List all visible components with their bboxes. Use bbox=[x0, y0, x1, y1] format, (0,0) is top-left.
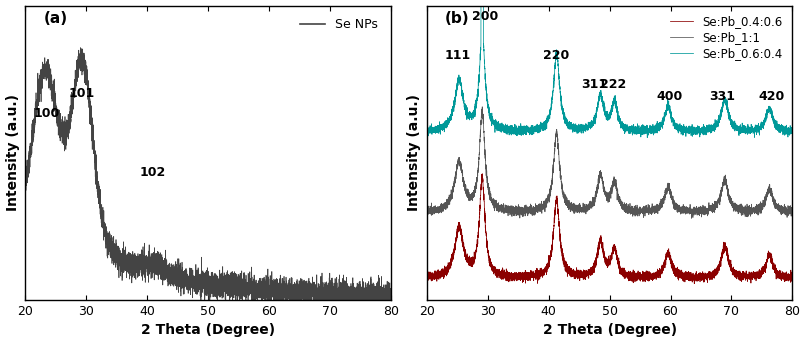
Line: Se:Pb_1:1: Se:Pb_1:1 bbox=[426, 107, 792, 218]
Se:Pb_0.4:0.6 bbox=[478, 172, 488, 176]
Se:Pb_0.4:0.6 bbox=[422, 269, 431, 273]
X-axis label: 2 Theta (Degree): 2 Theta (Degree) bbox=[542, 323, 677, 338]
Se:Pb_0.4:0.6 bbox=[560, 262, 570, 266]
Text: 400: 400 bbox=[656, 90, 683, 103]
Se:Pb_1:1 bbox=[687, 216, 696, 220]
Line: Se:Pb_0.4:0.6: Se:Pb_0.4:0.6 bbox=[426, 174, 792, 284]
Se:Pb_1:1 bbox=[507, 211, 517, 215]
Se:Pb_0.6:0.4 bbox=[509, 126, 518, 130]
Text: (b): (b) bbox=[445, 11, 470, 26]
Se:Pb_0.4:0.6 bbox=[785, 276, 795, 280]
Se:Pb_1:1 bbox=[785, 204, 795, 208]
Se:Pb_0.6:0.4 bbox=[787, 131, 797, 135]
Se:Pb_1:1 bbox=[586, 205, 596, 209]
Se:Pb_0.4:0.6 bbox=[787, 275, 797, 280]
Se:Pb_0.4:0.6 bbox=[689, 282, 699, 286]
Legend: Se NPs: Se NPs bbox=[294, 12, 384, 37]
Se:Pb_1:1 bbox=[422, 210, 431, 214]
Text: 101: 101 bbox=[68, 87, 94, 100]
X-axis label: 2 Theta (Degree): 2 Theta (Degree) bbox=[141, 323, 275, 338]
Text: 100: 100 bbox=[33, 107, 60, 120]
Se:Pb_0.6:0.4 bbox=[586, 127, 596, 131]
Se:Pb_1:1 bbox=[787, 211, 797, 215]
Se:Pb_0.6:0.4 bbox=[785, 131, 795, 135]
Se:Pb_0.6:0.4 bbox=[560, 116, 570, 120]
Text: 420: 420 bbox=[758, 90, 784, 103]
Y-axis label: Intensity (a.u.): Intensity (a.u.) bbox=[6, 94, 19, 211]
Y-axis label: Intensity (a.u.): Intensity (a.u.) bbox=[407, 94, 422, 211]
Se:Pb_0.4:0.6 bbox=[509, 274, 518, 278]
Se:Pb_0.6:0.4 bbox=[511, 131, 521, 135]
Se:Pb_1:1 bbox=[511, 208, 521, 212]
Text: 200: 200 bbox=[472, 10, 498, 23]
Se:Pb_0.4:0.6 bbox=[586, 269, 596, 273]
Line: Se:Pb_0.6:0.4: Se:Pb_0.6:0.4 bbox=[426, 0, 792, 138]
Text: 311: 311 bbox=[581, 78, 608, 91]
Text: 102: 102 bbox=[140, 166, 166, 179]
Text: 220: 220 bbox=[542, 49, 569, 61]
Se:Pb_0.6:0.4 bbox=[507, 128, 517, 132]
Text: (a): (a) bbox=[44, 11, 68, 26]
Se:Pb_0.4:0.6 bbox=[511, 276, 521, 280]
Se:Pb_0.6:0.4 bbox=[422, 130, 431, 134]
Text: 111: 111 bbox=[444, 49, 471, 61]
Se:Pb_1:1 bbox=[509, 208, 518, 212]
Legend: Se:Pb_0.4:0.6, Se:Pb_1:1, Se:Pb_0.6:0.4: Se:Pb_0.4:0.6, Se:Pb_1:1, Se:Pb_0.6:0.4 bbox=[666, 11, 787, 63]
Text: 222: 222 bbox=[600, 78, 625, 91]
Se:Pb_1:1 bbox=[560, 200, 570, 204]
Se:Pb_0.6:0.4 bbox=[642, 135, 652, 140]
Text: 331: 331 bbox=[709, 90, 735, 103]
Se:Pb_1:1 bbox=[477, 105, 487, 109]
Se:Pb_0.4:0.6 bbox=[507, 275, 517, 279]
